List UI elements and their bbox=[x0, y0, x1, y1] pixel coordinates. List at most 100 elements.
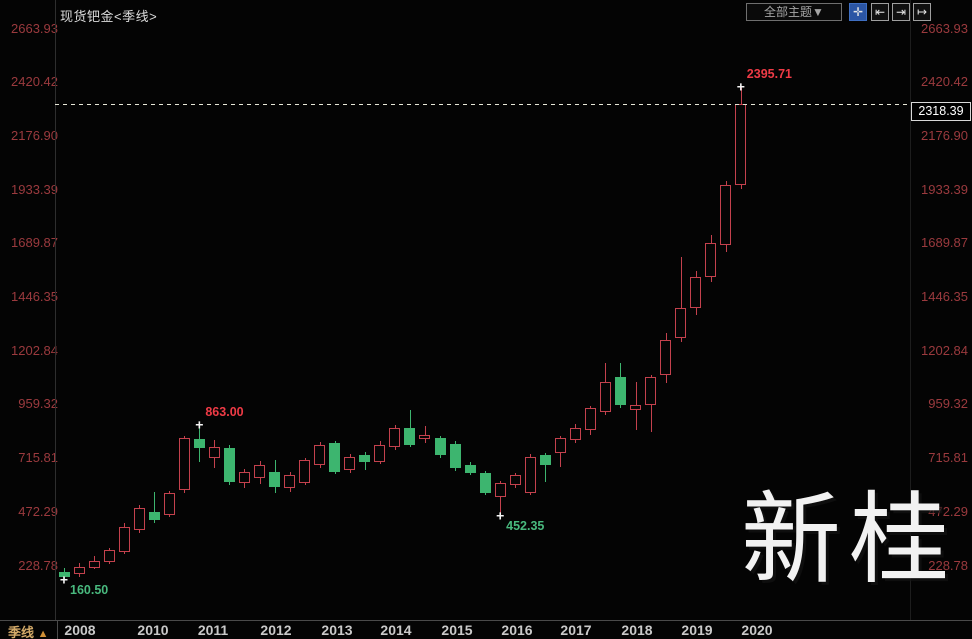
x-axis-label: 2020 bbox=[741, 622, 773, 638]
high-price-label: 863.00 bbox=[205, 405, 244, 420]
chart-title: 现货钯金<季线> bbox=[60, 9, 158, 24]
candle[interactable] bbox=[223, 448, 235, 483]
candle[interactable] bbox=[660, 339, 672, 376]
candle[interactable] bbox=[720, 184, 732, 245]
candle[interactable] bbox=[524, 457, 536, 494]
candle[interactable] bbox=[735, 104, 747, 185]
x-axis-label: 2017 bbox=[560, 622, 592, 638]
theme-dropdown[interactable]: 全部主题▼ bbox=[746, 3, 842, 21]
period-label: 季线 bbox=[8, 625, 35, 639]
extreme-marker-icon: + bbox=[736, 78, 745, 95]
x-axis-label: 2019 bbox=[681, 622, 713, 638]
candle[interactable] bbox=[479, 472, 491, 494]
candle[interactable] bbox=[344, 456, 356, 470]
y-axis-label: 1202.84 bbox=[11, 342, 58, 358]
candle[interactable] bbox=[148, 512, 160, 520]
candle[interactable] bbox=[163, 493, 175, 515]
y-axis-label: 2176.90 bbox=[11, 127, 58, 143]
candle[interactable] bbox=[419, 434, 431, 440]
candle[interactable] bbox=[690, 276, 702, 309]
y-axis-label: 1446.35 bbox=[921, 289, 968, 304]
x-axis-label: 2008 bbox=[64, 622, 96, 638]
candle[interactable] bbox=[284, 474, 296, 488]
candle[interactable] bbox=[133, 508, 145, 531]
y-axis-label: 1933.39 bbox=[11, 181, 58, 197]
candle[interactable] bbox=[178, 437, 190, 490]
x-axis-origin-tick bbox=[57, 620, 58, 639]
candle[interactable] bbox=[645, 377, 657, 406]
y-axis-label: 2420.42 bbox=[11, 74, 58, 90]
y-axis-label: 1202.84 bbox=[921, 342, 968, 358]
extreme-marker-icon: + bbox=[59, 571, 69, 588]
y-axis-label: 228.78 bbox=[928, 557, 968, 573]
y-axis-label: 1446.35 bbox=[11, 289, 58, 304]
y-axis-label: 959.32 bbox=[18, 396, 58, 412]
last-price-readout: 2318.39 bbox=[911, 102, 971, 122]
candle[interactable] bbox=[539, 455, 551, 466]
candle[interactable] bbox=[314, 444, 326, 466]
candle[interactable] bbox=[434, 437, 446, 455]
y-axis-label: 2420.42 bbox=[921, 74, 968, 90]
scroll-end-icon[interactable]: ↦ bbox=[913, 3, 931, 21]
period-selector[interactable]: 季线 ▲ bbox=[8, 622, 49, 639]
candle[interactable] bbox=[599, 381, 611, 412]
high-price-label: 2395.71 bbox=[746, 67, 792, 82]
candle[interactable] bbox=[584, 407, 596, 430]
y-axis-label: 1689.87 bbox=[11, 235, 58, 251]
candle[interactable] bbox=[193, 439, 205, 449]
x-axis-label: 2010 bbox=[137, 622, 169, 638]
candle[interactable] bbox=[569, 428, 581, 440]
scroll-right-icon[interactable]: ⇥ bbox=[892, 3, 910, 21]
extreme-marker-icon: + bbox=[195, 416, 204, 433]
x-axis-separator bbox=[0, 620, 972, 621]
candle[interactable] bbox=[509, 474, 521, 485]
extreme-marker-icon: + bbox=[496, 507, 505, 524]
x-axis-label: 2011 bbox=[197, 622, 229, 638]
candlestick-plot[interactable]: +2395.71 +863.00 +452.35 +160.50 bbox=[55, 0, 910, 620]
y-axis-label: 472.29 bbox=[18, 503, 58, 519]
candle-wick bbox=[154, 491, 156, 523]
candle[interactable] bbox=[103, 549, 115, 563]
y-axis-label: 1689.87 bbox=[921, 235, 968, 251]
candle[interactable] bbox=[494, 483, 506, 498]
candle[interactable] bbox=[359, 455, 371, 463]
candle[interactable] bbox=[449, 444, 461, 468]
candle-wick bbox=[680, 257, 682, 342]
candle[interactable] bbox=[404, 428, 416, 445]
candle[interactable] bbox=[208, 446, 220, 458]
candle[interactable] bbox=[464, 465, 476, 473]
low-price-label: 452.35 bbox=[506, 518, 545, 533]
candle[interactable] bbox=[329, 443, 341, 473]
pan-tool-icon[interactable]: ✛ bbox=[849, 3, 867, 21]
y-axis-label: 2176.90 bbox=[921, 127, 968, 143]
low-price-label: 160.50 bbox=[70, 583, 109, 598]
y-axis-label: 715.81 bbox=[18, 450, 58, 466]
candle[interactable] bbox=[118, 527, 130, 552]
candle[interactable] bbox=[254, 465, 266, 479]
y-axis-label: 1933.39 bbox=[921, 181, 968, 197]
candle[interactable] bbox=[705, 242, 717, 277]
x-axis-label: 2015 bbox=[441, 622, 473, 638]
plot-right-border bbox=[910, 0, 911, 620]
candle[interactable] bbox=[269, 472, 281, 488]
candle[interactable] bbox=[374, 444, 386, 462]
x-axis-label: 2012 bbox=[260, 622, 292, 638]
candle[interactable] bbox=[73, 566, 85, 574]
candle[interactable] bbox=[554, 437, 566, 453]
candle[interactable] bbox=[299, 459, 311, 484]
candle[interactable] bbox=[389, 428, 401, 447]
candle[interactable] bbox=[88, 560, 100, 569]
candle[interactable] bbox=[238, 472, 250, 484]
candle[interactable] bbox=[614, 377, 626, 406]
sort-arrow-icon: ▲ bbox=[37, 628, 49, 639]
x-axis-label: 2014 bbox=[380, 622, 412, 638]
last-price-dashed-line bbox=[55, 104, 911, 106]
candle[interactable] bbox=[675, 308, 687, 339]
y-axis-label: 2663.93 bbox=[921, 20, 968, 36]
candle[interactable] bbox=[630, 405, 642, 410]
scroll-start-icon[interactable]: ⇤ bbox=[871, 3, 889, 21]
candle-wick bbox=[545, 453, 547, 483]
y-axis-label: 959.32 bbox=[928, 396, 968, 412]
watermark: 新桂 bbox=[741, 481, 957, 598]
candle[interactable] bbox=[58, 572, 70, 578]
